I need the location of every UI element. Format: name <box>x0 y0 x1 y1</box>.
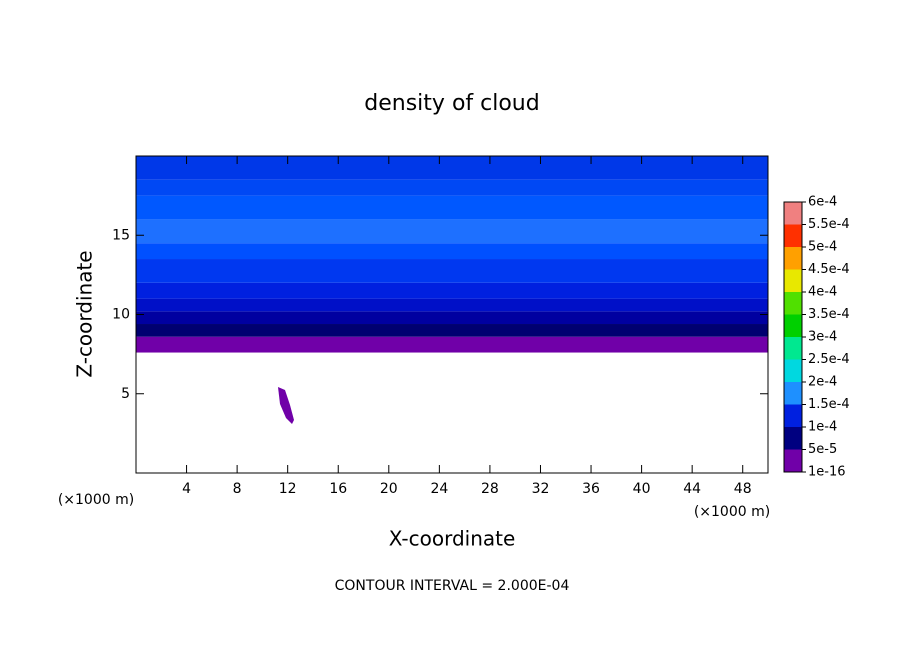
colorbar-label: 4e-4 <box>808 285 837 300</box>
colorbar-swatch <box>784 359 802 382</box>
contour-band <box>136 219 768 244</box>
colorbar-label: 1.5e-4 <box>808 397 850 412</box>
x-tick-label: 24 <box>430 481 448 497</box>
x-tick-label: 36 <box>582 481 600 497</box>
colorbar-label: 4.5e-4 <box>808 262 850 277</box>
colorbar-swatch <box>784 427 802 450</box>
contour-band <box>136 311 768 325</box>
colorbar-label: 5e-5 <box>808 442 837 457</box>
annotation: CONTOUR INTERVAL = 2.000E-04 <box>335 578 570 594</box>
x-tick-label: 4 <box>182 481 191 497</box>
cloud-patch <box>278 387 294 424</box>
colorbar-swatch <box>784 314 802 337</box>
contour-band <box>136 298 768 312</box>
colorbar-swatch <box>784 202 802 225</box>
y-tick-label: 10 <box>112 307 130 323</box>
colorbar-swatch <box>784 269 802 292</box>
contour-band <box>136 282 768 299</box>
x-axis-label: X-coordinate <box>389 527 516 551</box>
colorbar-label: 2e-4 <box>808 375 837 390</box>
contour-band <box>136 195 768 220</box>
colorbar-label: 2.5e-4 <box>808 352 850 367</box>
contour-band <box>136 324 768 337</box>
x-unit: (×1000 m) <box>694 504 770 520</box>
x-tick-label: 44 <box>683 481 701 497</box>
chart-title: density of cloud <box>364 91 539 116</box>
colorbar-label: 6e-4 <box>808 195 837 210</box>
colorbar-label: 1e-4 <box>808 420 837 435</box>
y-axis-label: Z-coordinate <box>73 250 97 377</box>
colorbar-label: 5e-4 <box>808 240 837 255</box>
colorbar-label: 1e-16 <box>808 465 846 480</box>
x-unit: (×1000 m) <box>58 492 134 508</box>
x-tick-label: 20 <box>380 481 398 497</box>
contour-band <box>136 179 768 196</box>
colorbar-label: 3.5e-4 <box>808 307 850 322</box>
y-tick-label: 5 <box>121 386 130 402</box>
x-tick-label: 28 <box>481 481 499 497</box>
colorbar-swatch <box>784 292 802 315</box>
x-tick-label: 12 <box>279 481 297 497</box>
colorbar-label: 3e-4 <box>808 330 837 345</box>
x-tick-label: 16 <box>329 481 347 497</box>
colorbar-swatch <box>784 449 802 472</box>
y-tick-label: 15 <box>112 227 130 243</box>
x-tick-label: 48 <box>734 481 752 497</box>
colorbar-swatch <box>784 247 802 270</box>
colorbar-swatch <box>784 224 802 247</box>
x-tick-label: 8 <box>233 481 242 497</box>
contour-band <box>136 243 768 260</box>
contour-band <box>136 336 768 353</box>
colorbar-swatch <box>784 382 802 405</box>
colorbar-label: 5.5e-4 <box>808 217 850 232</box>
colorbar-swatch <box>784 404 802 427</box>
colorbar-swatch <box>784 337 802 360</box>
x-tick-label: 40 <box>633 481 651 497</box>
x-tick-label: 32 <box>532 481 550 497</box>
contour-band <box>136 259 768 283</box>
contour-band <box>136 156 768 180</box>
